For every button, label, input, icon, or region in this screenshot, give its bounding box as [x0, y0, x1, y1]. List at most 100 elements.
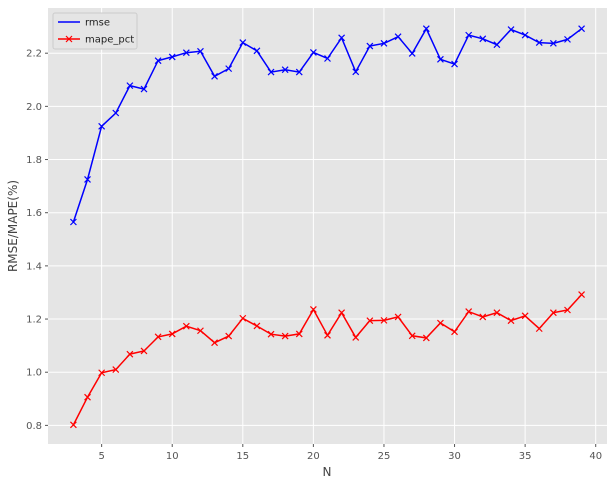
- data-point-rmse: [479, 35, 487, 43]
- x-tick-label: 20: [307, 451, 320, 462]
- x-tick-label: 15: [236, 451, 249, 462]
- data-point-mape-pct: [182, 322, 190, 330]
- data-point-rmse: [211, 72, 218, 80]
- data-point-mape-pct: [465, 308, 473, 316]
- y-tick-label: 1.0: [26, 368, 42, 379]
- data-point-rmse: [98, 122, 106, 130]
- data-point-mape-pct: [437, 319, 444, 327]
- data-point-mape-pct: [98, 369, 106, 377]
- data-point-mape-pct: [253, 322, 261, 330]
- data-point-rmse: [521, 31, 529, 39]
- data-point-rmse: [126, 82, 134, 90]
- data-point-mape-pct: [479, 313, 487, 321]
- tick-labels: 5 10 15 20 25 30 35 40 0.8 1.0 1.2 1.4 1.6 1.8 2.0 2.2: [26, 49, 602, 462]
- x-tick-label: 25: [378, 451, 391, 462]
- data-point-rmse: [267, 68, 275, 76]
- data-point-rmse: [380, 39, 388, 47]
- data-point-rmse: [465, 31, 473, 39]
- data-point-rmse: [366, 42, 374, 50]
- data-point-mape-pct: [225, 332, 233, 340]
- data-point-mape-pct: [69, 421, 77, 429]
- series-layer: [69, 25, 586, 429]
- data-point-mape-pct: [168, 330, 176, 338]
- grid-lines: [48, 8, 607, 444]
- data-point-rmse: [564, 35, 571, 43]
- data-point-mape-pct: [394, 313, 402, 321]
- data-point-mape-pct: [309, 306, 317, 313]
- legend-marker-mape-pct: [65, 35, 73, 43]
- data-point-rmse: [197, 47, 204, 55]
- data-point-rmse: [493, 41, 501, 49]
- data-point-mape-pct: [549, 309, 557, 317]
- data-point-rmse: [549, 39, 557, 47]
- data-point-mape-pct: [295, 330, 303, 338]
- data-point-mape-pct: [154, 333, 162, 341]
- x-tick-label: 30: [448, 451, 461, 462]
- data-point-rmse: [69, 218, 77, 226]
- data-point-mape-pct: [408, 332, 416, 340]
- plot-background: [48, 8, 607, 444]
- data-point-rmse: [154, 57, 162, 65]
- data-point-mape-pct: [126, 350, 134, 358]
- x-tick-label: 35: [519, 451, 532, 462]
- data-point-mape-pct: [578, 291, 586, 299]
- data-point-mape-pct: [493, 309, 501, 317]
- y-tick-label: 1.4: [26, 261, 42, 272]
- data-point-rmse: [84, 176, 91, 183]
- data-point-mape-pct: [267, 330, 275, 338]
- data-point-rmse: [507, 26, 515, 33]
- data-point-rmse: [239, 39, 247, 46]
- data-point-mape-pct: [564, 306, 571, 314]
- data-point-rmse: [338, 34, 346, 42]
- data-point-mape-pct: [380, 316, 388, 324]
- data-point-mape-pct: [197, 327, 204, 335]
- data-point-mape-pct: [84, 393, 91, 401]
- data-point-rmse: [422, 25, 430, 33]
- y-tick-label: 1.6: [26, 208, 42, 219]
- data-point-mape-pct: [366, 317, 374, 325]
- data-point-rmse: [352, 68, 360, 76]
- data-point-mape-pct: [239, 314, 247, 322]
- data-point-mape-pct: [535, 325, 543, 333]
- data-point-rmse: [408, 50, 416, 57]
- y-tick-label: 2.0: [26, 102, 42, 113]
- x-tick-label: 10: [166, 451, 179, 462]
- y-tick-label: 0.8: [26, 421, 42, 432]
- data-point-mape-pct: [112, 366, 120, 373]
- x-axis-label: N: [323, 465, 332, 479]
- y-axis-label: RMSE/MAPE(%): [6, 180, 20, 272]
- legend: rmse mape_pct: [52, 12, 138, 50]
- legend-label-mape-pct: mape_pct: [85, 35, 134, 46]
- data-point-mape-pct: [281, 332, 289, 340]
- data-point-rmse: [324, 55, 331, 62]
- data-point-mape-pct: [521, 312, 529, 320]
- data-point-mape-pct: [352, 333, 360, 341]
- data-point-rmse: [394, 33, 402, 41]
- data-point-mape-pct: [451, 328, 458, 336]
- data-point-mape-pct: [507, 317, 515, 325]
- data-point-rmse: [535, 39, 543, 46]
- data-point-rmse: [451, 60, 458, 68]
- data-point-rmse: [182, 49, 190, 57]
- data-point-rmse: [309, 48, 317, 56]
- y-tick-label: 1.2: [26, 315, 42, 326]
- data-point-mape-pct: [140, 347, 148, 355]
- data-point-rmse: [140, 85, 148, 93]
- data-point-rmse: [168, 53, 176, 61]
- data-point-rmse: [295, 68, 303, 76]
- legend-label-rmse: rmse: [85, 18, 110, 29]
- data-point-rmse: [578, 25, 586, 33]
- data-point-mape-pct: [338, 309, 346, 317]
- x-tick-label: 40: [589, 451, 602, 462]
- data-point-rmse: [437, 55, 444, 63]
- data-point-rmse: [281, 66, 289, 74]
- data-point-mape-pct: [422, 334, 430, 342]
- data-point-mape-pct: [211, 339, 218, 347]
- y-tick-label: 2.2: [26, 49, 42, 60]
- data-point-rmse: [253, 47, 261, 55]
- y-tick-label: 1.8: [26, 155, 42, 166]
- data-point-mape-pct: [324, 331, 331, 339]
- data-point-rmse: [225, 65, 233, 73]
- x-tick-label: 5: [98, 451, 104, 462]
